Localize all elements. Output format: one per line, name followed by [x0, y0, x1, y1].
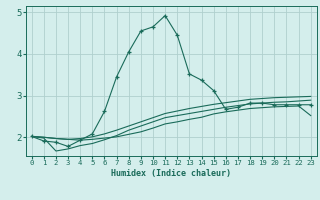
X-axis label: Humidex (Indice chaleur): Humidex (Indice chaleur) — [111, 169, 231, 178]
